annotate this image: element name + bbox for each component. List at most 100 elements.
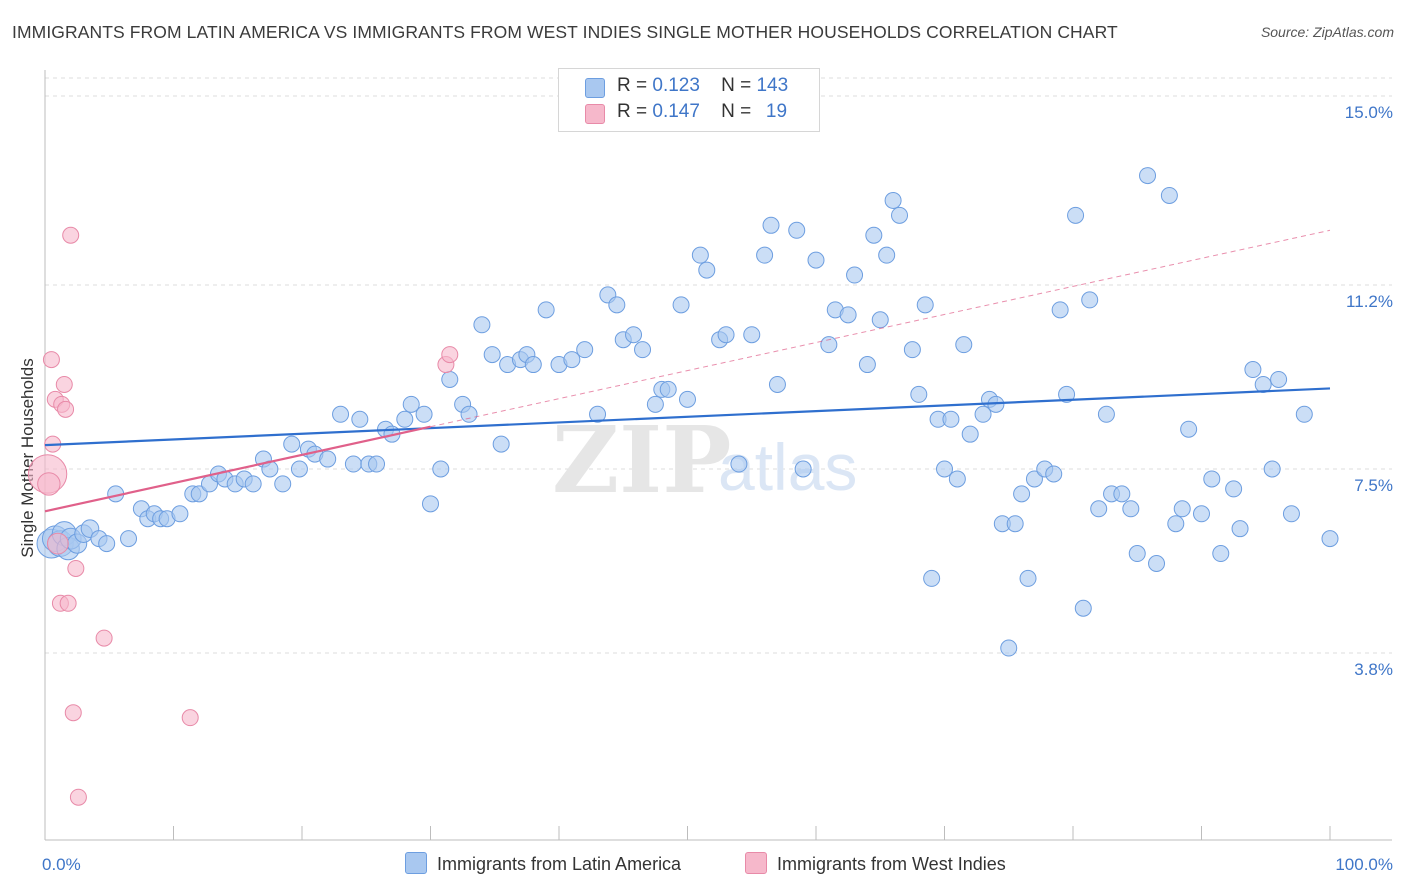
latin-america-point: [1081, 291, 1099, 309]
west-indies-point: [441, 346, 459, 364]
latin-america-point: [625, 326, 643, 344]
latin-america-point: [634, 341, 652, 359]
legend-swatch-latin-america: [585, 78, 605, 98]
legend-swatch-west-indies: [585, 104, 605, 124]
latin-america-point: [788, 221, 806, 239]
latin-america-point: [1321, 530, 1339, 548]
bottom-legend-label: Immigrants from Latin America: [437, 854, 682, 874]
latin-america-trendline: [44, 387, 1331, 447]
latin-america-point: [1128, 545, 1146, 563]
latin-america-point: [871, 311, 889, 329]
legend-r-value: 0.147: [652, 101, 700, 122]
latin-america-point: [1067, 206, 1085, 224]
legend-r-label: R =: [617, 101, 648, 122]
latin-america-point: [1244, 361, 1262, 379]
west-indies-point: [59, 594, 77, 612]
y-tick-label: 3.8%: [1354, 660, 1393, 679]
latin-america-point: [171, 505, 189, 523]
latin-america-point: [1225, 480, 1243, 498]
latin-america-point: [679, 390, 696, 408]
latin-america-point: [743, 326, 761, 344]
latin-america-point: [432, 460, 450, 478]
latin-america-point: [368, 455, 386, 473]
y-tick-label: 15.0%: [1345, 103, 1393, 122]
west-indies-point: [57, 400, 75, 418]
latin-america-point: [756, 246, 774, 264]
latin-america-point: [422, 495, 439, 513]
latin-america-point: [1139, 167, 1157, 185]
latin-america-point: [1122, 500, 1140, 518]
latin-america-point: [524, 356, 542, 374]
bottom-legend-label: Immigrants from West Indies: [777, 854, 1006, 874]
west-indies-point: [46, 532, 69, 555]
latin-america-point: [1180, 420, 1198, 438]
latin-america-point: [961, 425, 979, 443]
latin-america-point: [858, 356, 876, 374]
west-indies-point: [62, 226, 80, 244]
west-indies-point: [67, 559, 85, 577]
latin-america-point: [1282, 505, 1300, 523]
latin-america-point: [274, 475, 292, 493]
latin-america-point: [762, 216, 780, 234]
x-tick-label: 100.0%: [1335, 855, 1393, 874]
latin-america-point: [717, 326, 735, 344]
latin-america-point: [1013, 485, 1031, 503]
latin-america-point: [672, 296, 690, 314]
latin-america-point: [576, 341, 594, 359]
latin-america-point: [923, 569, 941, 587]
bottom-legend-west-indies: Immigrants from West Indies: [745, 852, 1006, 875]
latin-america-point: [820, 336, 838, 354]
source-label: Source: ZipAtlas.com: [1260, 24, 1394, 40]
latin-america-point: [884, 191, 902, 209]
latin-america-point: [1000, 639, 1018, 657]
west-indies-trendline: [44, 425, 431, 513]
latin-america-point: [1113, 485, 1131, 503]
latin-america-point: [1295, 405, 1313, 423]
watermark-zip: ZIP: [552, 406, 731, 514]
latin-america-point: [441, 370, 459, 388]
latin-america-point: [332, 405, 350, 423]
legend-r-value: 0.123: [652, 75, 700, 96]
bottom-legend-latin-america: Immigrants from Latin America: [405, 852, 681, 875]
latin-america-point: [1051, 301, 1069, 319]
legend-r-label: R =: [617, 75, 648, 96]
latin-america-point: [460, 405, 478, 423]
latin-america-point: [936, 460, 953, 478]
latin-america-point: [1019, 569, 1037, 587]
latin-america-point: [190, 485, 208, 503]
latin-america-point: [1167, 515, 1185, 533]
latin-america-point: [865, 226, 883, 244]
latin-america-point: [1074, 599, 1092, 617]
latin-america-point: [1148, 554, 1166, 572]
latin-america-point: [1160, 186, 1178, 204]
latin-america-point: [1058, 385, 1076, 403]
legend-n-value: 19: [765, 101, 788, 122]
latin-america-point: [283, 435, 301, 453]
west-indies-point: [69, 788, 87, 806]
latin-america-point: [955, 336, 973, 354]
y-tick-label: 11.2%: [1346, 292, 1393, 311]
latin-america-point: [1270, 370, 1288, 388]
latin-america-point: [948, 470, 966, 488]
west-indies-point: [181, 709, 199, 727]
latin-america-point: [608, 296, 626, 314]
latin-america-point: [1173, 500, 1191, 518]
chart-title: IMMIGRANTS FROM LATIN AMERICA VS IMMIGRA…: [12, 22, 1118, 42]
west-indies-point: [37, 472, 61, 496]
latin-america-point: [1090, 500, 1108, 518]
latin-america-point: [698, 261, 716, 279]
latin-america-point: [473, 316, 491, 334]
latin-america-point: [794, 460, 812, 478]
latin-america-point: [1006, 515, 1024, 533]
latin-america-point: [1212, 545, 1230, 563]
latin-america-point: [563, 351, 581, 369]
latin-america-point: [903, 341, 921, 359]
latin-america-point: [839, 306, 857, 324]
latin-america-point: [730, 455, 748, 473]
latin-america-point: [646, 395, 664, 413]
west-indies-point: [64, 704, 82, 722]
latin-america-point: [120, 530, 138, 548]
latin-america-point: [98, 535, 116, 553]
latin-america-point: [942, 410, 960, 428]
